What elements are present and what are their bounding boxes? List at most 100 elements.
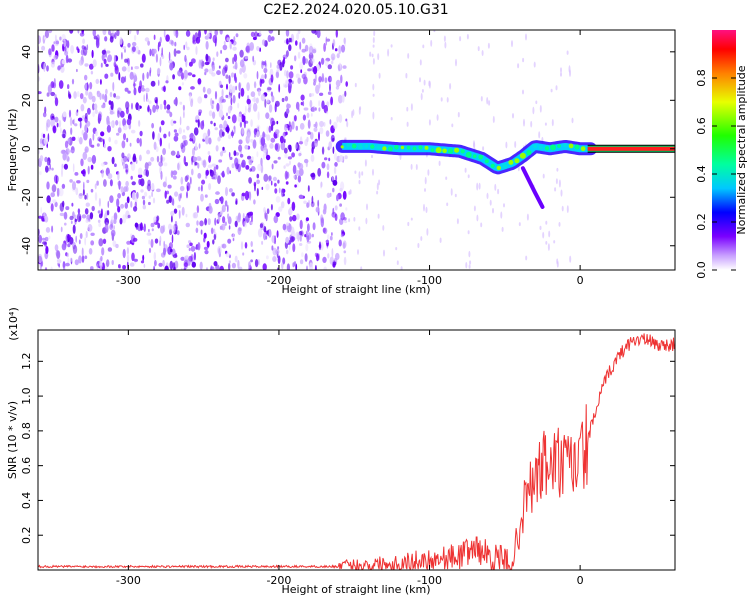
spectrogram-speckle bbox=[295, 101, 300, 110]
spectrogram-speckle bbox=[111, 30, 115, 36]
spectrogram-speckle bbox=[390, 44, 393, 48]
spectrogram-speckle bbox=[288, 243, 291, 251]
spectrogram-speckle bbox=[221, 170, 225, 178]
spectrogram-speckle bbox=[231, 163, 235, 169]
signal-peak bbox=[376, 145, 381, 150]
spectrogram-speckle bbox=[266, 208, 270, 215]
spectrogram-speckle bbox=[376, 182, 379, 191]
spectrogram-speckle bbox=[39, 171, 42, 176]
spectrogram-speckle bbox=[277, 179, 280, 184]
colorbar-tick-label: 0.6 bbox=[695, 117, 708, 135]
y-tick-label: 20 bbox=[20, 93, 33, 107]
spectrogram-speckle bbox=[125, 186, 129, 192]
spectrogram-speckle bbox=[372, 83, 375, 91]
spectrogram-speckle bbox=[302, 55, 306, 66]
spectrogram-speckle bbox=[377, 53, 380, 61]
spectrogram-speckle bbox=[84, 146, 89, 153]
spectrogram-speckle bbox=[438, 160, 441, 166]
spectrogram-speckle bbox=[298, 152, 302, 157]
spectrogram-speckle bbox=[346, 120, 349, 128]
spectrogram-speckle bbox=[126, 153, 131, 160]
spectrogram-speckle bbox=[256, 124, 261, 130]
spectrogram-speckle bbox=[277, 255, 281, 264]
spectrogram-speckle bbox=[176, 230, 180, 236]
spectrogram-speckle bbox=[281, 188, 284, 198]
spectrogram-speckle bbox=[154, 259, 157, 267]
spectrogram-speckle bbox=[229, 44, 232, 50]
spectrogram-ylabel: Frequency (Hz) bbox=[6, 109, 19, 192]
spectrogram-speckle bbox=[329, 83, 331, 92]
spectrogram-speckle bbox=[107, 173, 113, 180]
spectrogram-speckle bbox=[232, 85, 236, 93]
spectrogram-speckle bbox=[106, 259, 110, 267]
spectrogram-speckle bbox=[268, 228, 272, 238]
spectrogram-speckle bbox=[378, 72, 381, 79]
signal-peak bbox=[406, 145, 411, 150]
spectrogram-speckle bbox=[283, 147, 288, 154]
spectrogram-speckle bbox=[548, 230, 551, 238]
spectrogram-speckle bbox=[286, 263, 290, 270]
spectrogram-speckle bbox=[168, 51, 171, 61]
spectrogram-speckle bbox=[297, 175, 302, 183]
spectrogram-speckle bbox=[46, 65, 49, 72]
spectrogram-speckle bbox=[324, 77, 328, 83]
spectrogram-speckle bbox=[223, 40, 226, 46]
spectrogram-speckle bbox=[266, 98, 270, 104]
spectrogram-speckle bbox=[69, 149, 75, 153]
spectrogram-speckle bbox=[98, 137, 104, 143]
spectrogram-speckle bbox=[273, 160, 278, 164]
spectrogram-speckle bbox=[240, 162, 245, 168]
y-tick-label: 0.8 bbox=[20, 422, 33, 440]
spectrogram-speckle bbox=[121, 152, 125, 159]
spectrogram-speckle bbox=[288, 144, 292, 152]
spectrogram-speckle bbox=[420, 93, 423, 101]
spectrogram-speckle bbox=[303, 107, 309, 111]
spectrogram-speckle bbox=[110, 100, 114, 111]
spectrogram-speckle bbox=[449, 83, 452, 90]
spectrogram-speckle bbox=[257, 126, 260, 132]
spectrogram-speckle bbox=[300, 69, 303, 74]
spectrogram-speckle bbox=[72, 244, 78, 254]
spectrogram-speckle bbox=[428, 119, 431, 126]
spectrogram-speckle bbox=[235, 198, 238, 204]
spectrogram-speckle bbox=[195, 142, 198, 151]
spectrogram-speckle bbox=[271, 245, 274, 251]
spectrogram-speckle bbox=[120, 186, 124, 193]
spectrogram-speckle bbox=[327, 91, 332, 95]
spectrogram-speckle bbox=[550, 88, 553, 93]
spectrogram-speckle bbox=[130, 201, 133, 208]
spectrogram-speckle bbox=[172, 198, 175, 206]
spectrogram-speckle bbox=[220, 49, 223, 54]
spectrogram-speckle bbox=[186, 191, 188, 199]
spectrogram-speckle bbox=[215, 164, 219, 170]
spectrogram-speckle bbox=[107, 146, 112, 152]
spectrogram-speckle bbox=[478, 182, 481, 190]
spectrogram-speckle bbox=[152, 131, 155, 140]
spectrogram-speckle bbox=[221, 131, 225, 137]
spectrogram-speckle bbox=[310, 154, 315, 162]
spectrogram-speckle bbox=[189, 176, 192, 185]
spectrogram-speckle bbox=[106, 50, 111, 54]
spectrogram-speckle bbox=[325, 57, 331, 62]
spectrogram-speckle bbox=[124, 58, 129, 63]
spectrogram-speckle bbox=[135, 159, 138, 164]
y-tick-label: 0.2 bbox=[20, 526, 33, 544]
spectrogram-speckle bbox=[183, 267, 186, 270]
spectrogram-speckle bbox=[221, 149, 227, 154]
spectrogram-speckle bbox=[265, 235, 268, 240]
spectrogram-speckle bbox=[44, 106, 47, 114]
spectrogram-speckle bbox=[244, 190, 249, 201]
spectrogram-speckle bbox=[185, 174, 190, 181]
spectrogram-speckle bbox=[156, 67, 161, 75]
spectrogram-speckle bbox=[278, 206, 283, 212]
spectrogram-speckle bbox=[486, 192, 489, 199]
spectrogram-speckle bbox=[71, 202, 74, 207]
spectrogram-speckle bbox=[59, 36, 62, 41]
spectrogram-speckle bbox=[217, 246, 222, 255]
spectrogram-speckle bbox=[56, 176, 59, 183]
spectrogram-speckle bbox=[372, 93, 375, 97]
spectrogram-speckle bbox=[91, 95, 96, 103]
spectrogram-speckle bbox=[80, 158, 84, 167]
spectrogram-speckle bbox=[65, 206, 70, 211]
spectrogram-speckle bbox=[313, 127, 318, 132]
